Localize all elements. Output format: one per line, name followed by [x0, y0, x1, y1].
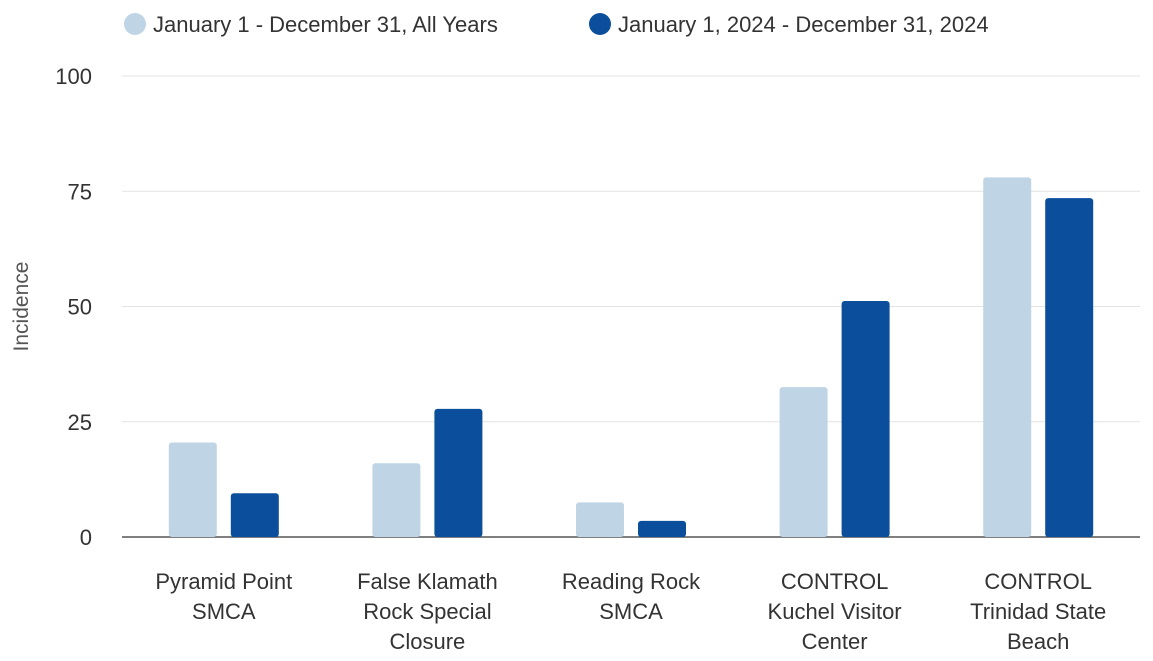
bar: [841, 300, 890, 537]
bar: [983, 177, 1032, 538]
x-tick-label: Reading Rock SMCA: [562, 569, 701, 624]
legend-item: January 1 - December 31, All Years: [124, 12, 498, 37]
y-axis-label: Incidence: [10, 262, 33, 352]
bar: [168, 442, 217, 537]
y-tick-label: 0: [80, 525, 92, 550]
gridlines: [122, 75, 1140, 538]
x-tick-label: CONTROL Kuchel Visitor Center: [768, 569, 902, 654]
legend-item: January 1, 2024 - December 31, 2024: [589, 12, 989, 37]
y-tick-label: 50: [68, 295, 92, 320]
bar: [230, 493, 279, 537]
x-axis-ticks: Pyramid Point SMCA False Klamath Rock Speci…: [155, 569, 1106, 654]
x-tick-label: Pyramid Point SMCA: [155, 569, 292, 624]
bar: [779, 387, 828, 537]
bar: [1045, 198, 1094, 538]
y-axis-ticks: 0 25 50 75 100: [55, 64, 92, 550]
legend-swatch: [589, 13, 611, 35]
bar: [434, 408, 483, 537]
y-tick-label: 100: [55, 64, 92, 89]
bar: [372, 463, 421, 537]
bar: [638, 520, 686, 537]
legend-label: January 1, 2024 - December 31, 2024: [618, 12, 989, 37]
x-tick-label: CONTROL Trinidad State Beach: [970, 569, 1106, 654]
bar: [576, 502, 624, 537]
legend-swatch: [124, 13, 146, 35]
bars: [168, 177, 1094, 538]
y-tick-label: 75: [68, 179, 92, 204]
legend-label: January 1 - December 31, All Years: [153, 12, 498, 37]
y-tick-label: 25: [68, 410, 92, 435]
legend: January 1 - December 31, All Years Januar…: [124, 12, 989, 37]
x-tick-label: False Klamath Rock Special Closure: [357, 569, 498, 654]
